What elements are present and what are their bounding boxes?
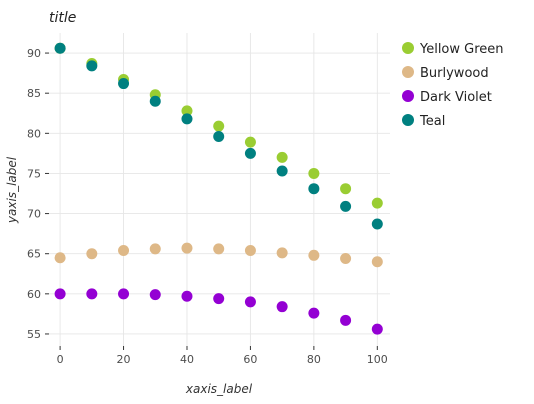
data-point (244, 147, 256, 159)
legend-label: Dark Violet (420, 90, 492, 105)
data-point (340, 183, 352, 195)
data-point (276, 301, 288, 313)
y-tick-label: 55 (27, 328, 41, 341)
data-point (340, 253, 352, 265)
data-point (86, 248, 98, 260)
data-point (181, 242, 193, 254)
legend-marker (402, 66, 414, 78)
y-tick-label: 70 (27, 208, 41, 221)
y-tick-label: 75 (27, 167, 41, 180)
data-point (371, 197, 383, 209)
data-point (276, 165, 288, 177)
data-point (54, 288, 66, 300)
data-point (308, 167, 320, 179)
y-tick-label: 65 (27, 248, 41, 261)
data-point (54, 252, 66, 264)
legend-item: Burlywood (402, 66, 489, 81)
x-tick-label: 100 (367, 353, 388, 366)
y-tick-label: 80 (27, 127, 41, 140)
legend-item: Teal (402, 114, 445, 129)
x-tick-label: 20 (117, 353, 131, 366)
x-tick-label: 40 (180, 353, 194, 366)
data-point (244, 136, 256, 148)
data-point (244, 244, 256, 256)
x-axis-title: xaxis_label (185, 382, 253, 396)
y-tick-label: 85 (27, 87, 41, 100)
data-point (118, 288, 130, 300)
y-axis-ticks: 55 60 65 70 75 80 85 90 (27, 47, 49, 341)
data-point (371, 218, 383, 230)
data-point (54, 42, 66, 54)
series-yellow-green (54, 42, 383, 209)
data-point (86, 60, 98, 72)
data-point (371, 256, 383, 268)
data-point (118, 78, 130, 90)
data-point (276, 247, 288, 259)
legend-label: Yellow Green (419, 42, 504, 57)
legend-marker (402, 114, 414, 126)
legend: Yellow Green Burlywood Dark Violet Teal (402, 42, 504, 129)
x-tick-label: 80 (307, 353, 321, 366)
series-teal (54, 42, 383, 230)
data-point (308, 249, 320, 261)
data-point (181, 105, 193, 117)
data-point (149, 95, 161, 107)
legend-item: Dark Violet (402, 90, 492, 105)
data-point (118, 244, 130, 256)
legend-marker (402, 90, 414, 102)
data-points (54, 42, 383, 335)
data-point (308, 307, 320, 319)
data-point (340, 200, 352, 212)
y-axis-title: yaxis_label (5, 156, 19, 224)
legend-label: Burlywood (420, 66, 489, 81)
data-point (371, 323, 383, 335)
data-point (181, 113, 193, 125)
legend-marker (402, 42, 414, 54)
legend-label: Teal (419, 114, 445, 129)
data-point (213, 293, 225, 305)
data-point (149, 243, 161, 255)
data-point (213, 243, 225, 255)
series-dark-violet (54, 288, 383, 335)
x-tick-label: 60 (243, 353, 257, 366)
data-point (244, 296, 256, 308)
data-point (276, 151, 288, 163)
data-point (308, 183, 320, 195)
legend-item: Yellow Green (402, 42, 504, 57)
data-point (149, 289, 161, 301)
y-tick-label: 60 (27, 288, 41, 301)
y-tick-label: 90 (27, 47, 41, 60)
data-point (213, 120, 225, 132)
series-burlywood (54, 242, 383, 268)
chart-title: title (49, 10, 76, 26)
data-point (86, 288, 98, 300)
data-point (181, 290, 193, 302)
x-tick-label: 0 (57, 353, 64, 366)
data-point (213, 131, 225, 143)
data-point (340, 314, 352, 326)
x-axis-ticks: 0 20 40 60 80 100 (57, 346, 388, 366)
